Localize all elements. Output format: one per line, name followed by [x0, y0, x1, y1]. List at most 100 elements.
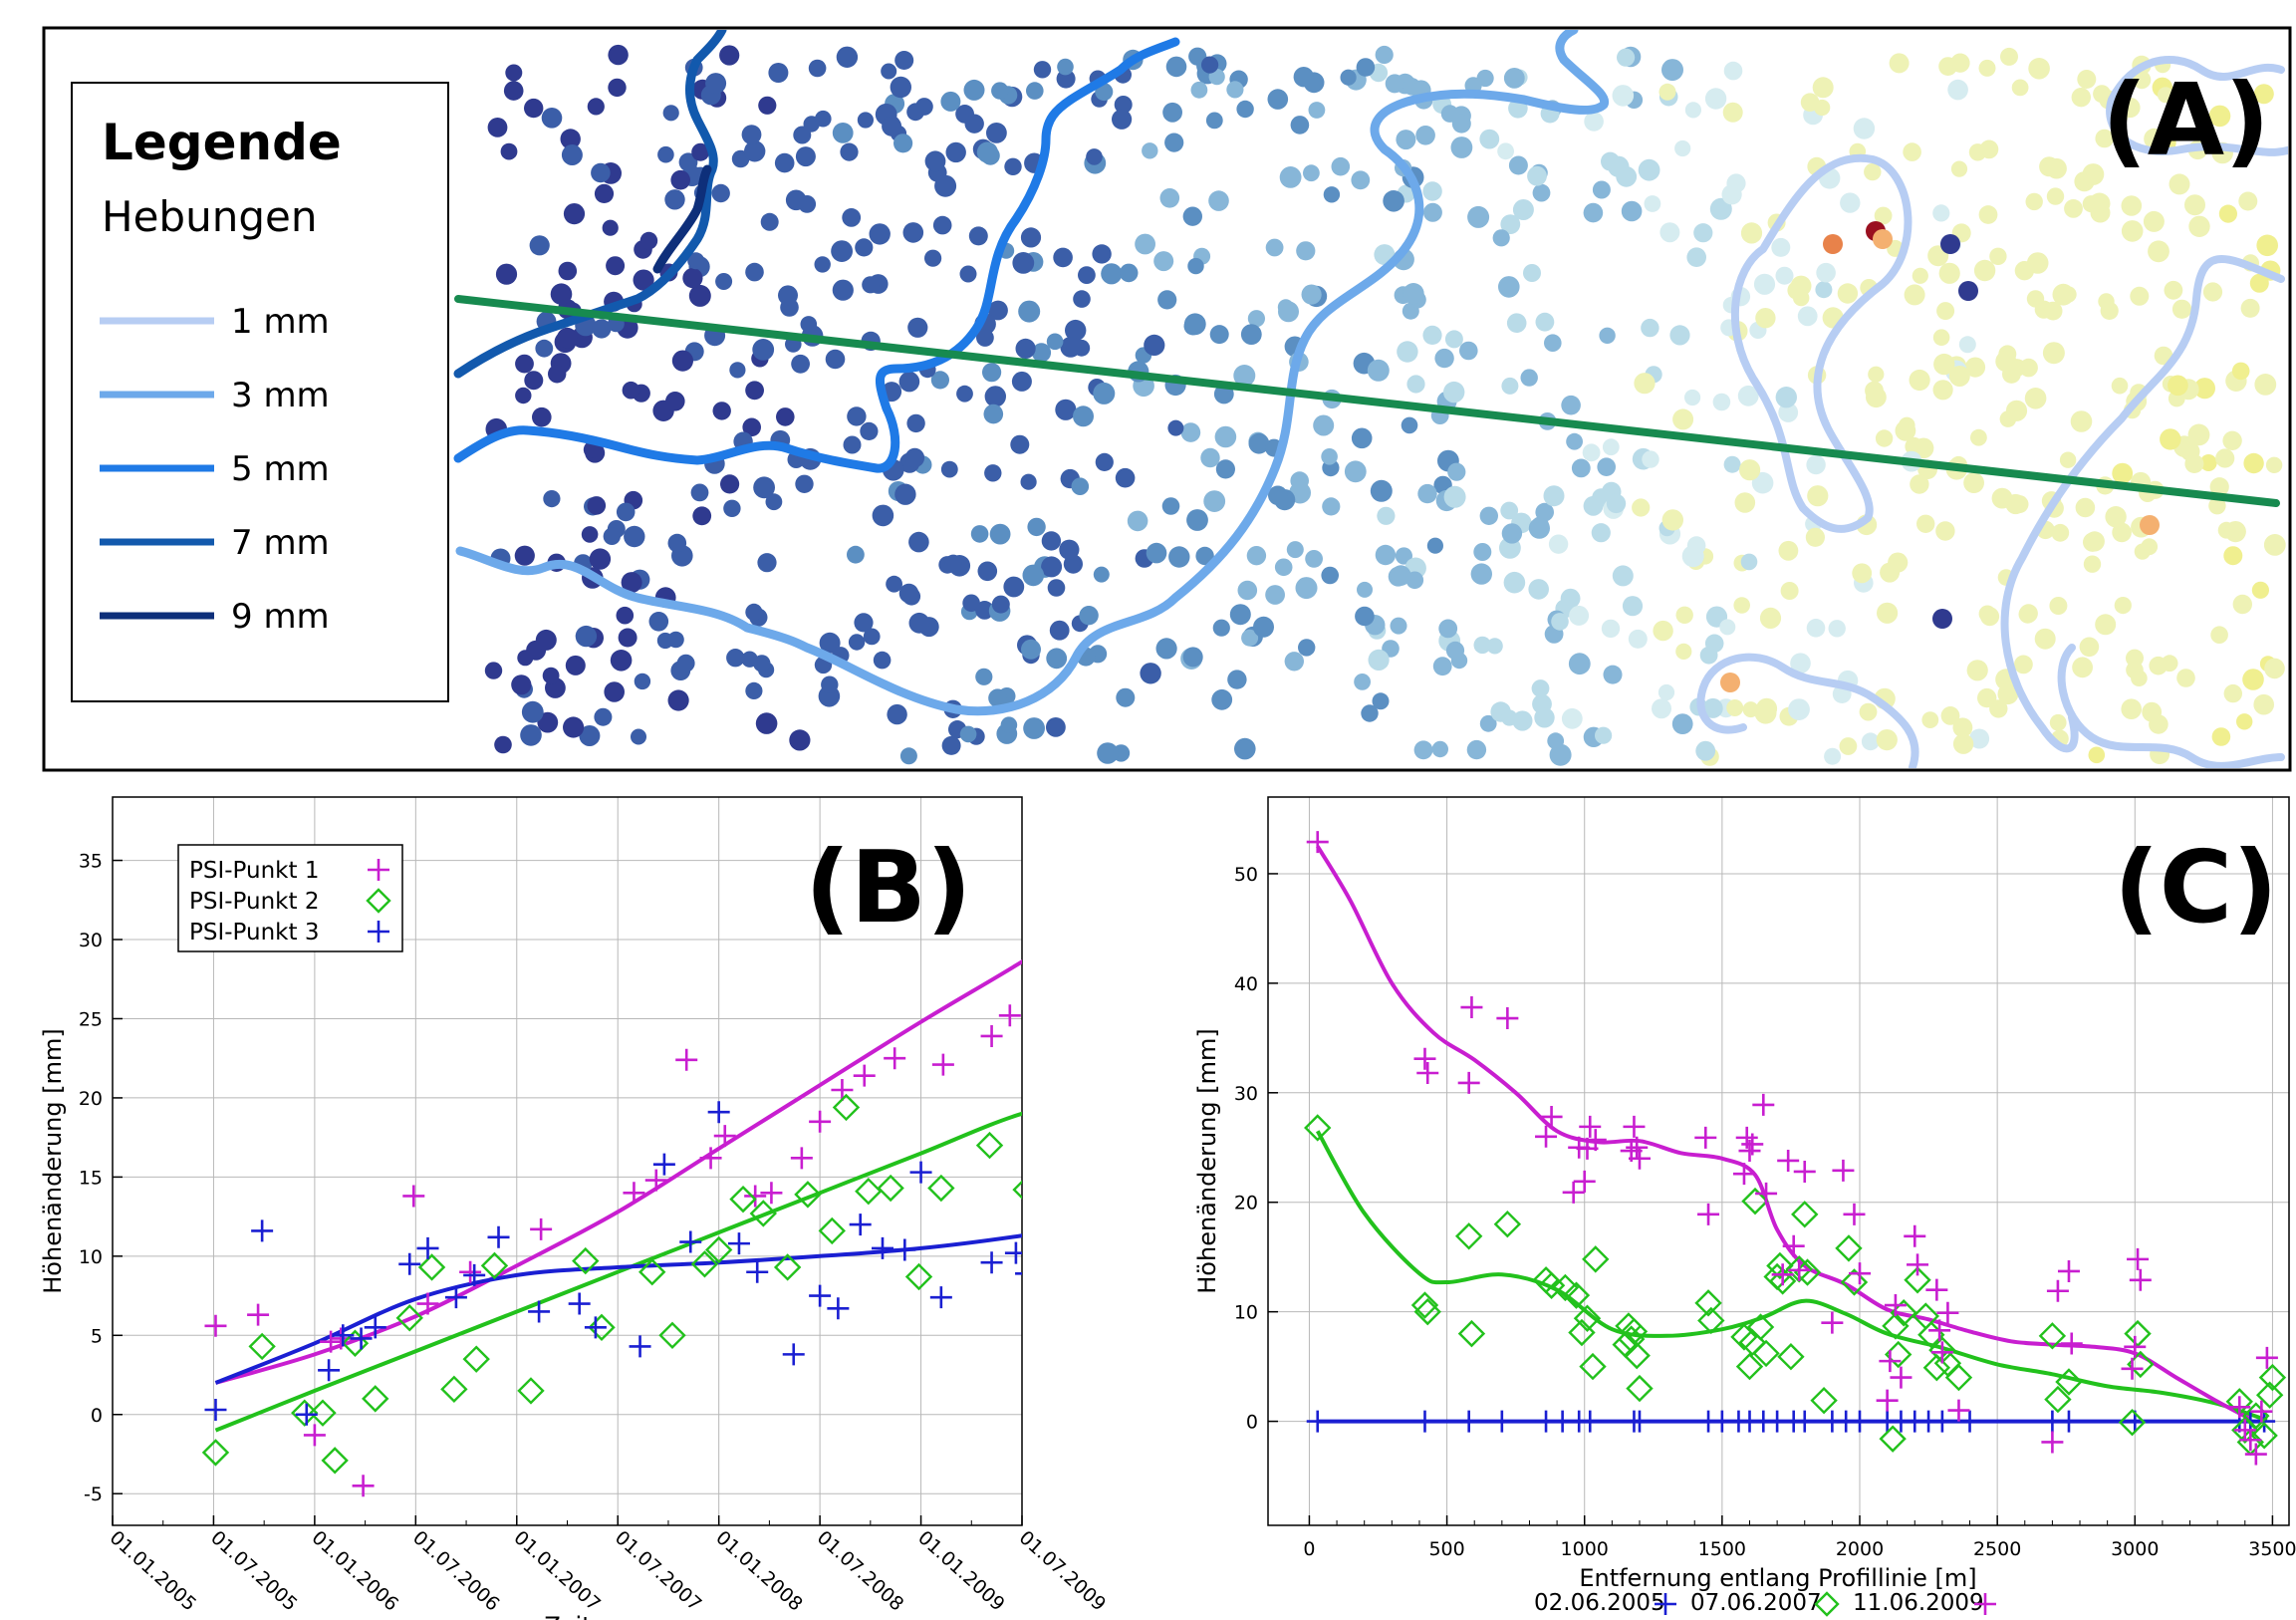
data-point	[1944, 1363, 1973, 1392]
psi-point	[1909, 369, 1930, 392]
psi-point	[1146, 542, 1167, 564]
psi-point	[1012, 252, 1035, 274]
tick-label-x: 2500	[1973, 1538, 2021, 1560]
psi-point	[1305, 550, 1323, 568]
psi-point	[1033, 61, 1052, 79]
data-point	[480, 1251, 509, 1280]
psi-point	[1055, 399, 1077, 420]
psi-point	[1486, 638, 1503, 655]
data-point	[1082, 1248, 1104, 1270]
psi-point	[2222, 430, 2242, 450]
psi-point	[1162, 102, 1182, 123]
data-point	[679, 1230, 702, 1253]
data-point	[2046, 1279, 2069, 1302]
psi-point	[1253, 616, 1274, 638]
psi-point	[487, 118, 508, 137]
psi-point	[1628, 629, 1648, 649]
psi-point	[2199, 454, 2217, 471]
contour-5mm	[453, 37, 1180, 473]
psi-point	[1733, 597, 1750, 614]
psi-point	[1227, 670, 1247, 689]
psi-point	[847, 545, 865, 564]
psi-point	[2224, 521, 2246, 543]
psi-point	[1864, 162, 1882, 181]
psi-point	[2024, 388, 2047, 409]
psi-point	[1370, 479, 1393, 502]
psi-point	[1211, 688, 1233, 710]
psi-point	[2171, 299, 2192, 319]
psi-point	[1321, 566, 1339, 585]
psi-point	[1473, 636, 1491, 655]
psi-point	[2059, 451, 2077, 468]
psi-point	[970, 525, 989, 543]
psi-point	[1413, 740, 1433, 760]
data-point	[1925, 1278, 1948, 1301]
data-point	[1031, 913, 1053, 935]
psi-point	[1503, 571, 1526, 594]
data-point	[675, 1048, 698, 1071]
data-point	[1540, 1105, 1563, 1128]
psi-point	[1950, 160, 1968, 177]
psi-point	[2133, 71, 2152, 90]
data-point	[1004, 1241, 1022, 1264]
psi-point	[1097, 742, 1119, 764]
psi-point	[2176, 669, 2195, 687]
psi-point	[1056, 69, 1076, 89]
psi-point	[1571, 458, 1591, 478]
data-point	[760, 1182, 783, 1205]
psi-point	[1234, 737, 1256, 760]
data-point	[364, 1316, 386, 1339]
data-point	[1562, 1281, 1591, 1309]
psi-point	[1046, 333, 1064, 351]
psi-point	[2083, 555, 2102, 573]
data-point	[320, 1330, 343, 1353]
data-point	[398, 1252, 421, 1275]
psi-point	[723, 499, 741, 517]
psi-point	[1686, 536, 1706, 555]
psi-point	[1417, 483, 1437, 504]
psi-point	[745, 381, 764, 401]
psi-point	[1806, 454, 1826, 475]
psi-point	[594, 707, 613, 726]
data-point	[1879, 1350, 1902, 1373]
data-point	[1890, 1366, 1913, 1389]
psi-point	[1144, 334, 1165, 356]
psi-point	[1932, 204, 1950, 222]
psi-point	[1973, 259, 1996, 282]
profile-line	[454, 295, 2280, 507]
psi-point	[563, 716, 585, 738]
data-point	[1793, 1410, 1816, 1433]
psi-point	[1592, 180, 1611, 199]
data-point	[1620, 1317, 1649, 1346]
psi-point	[963, 79, 985, 101]
data-point	[998, 1004, 1021, 1027]
psi-point	[648, 612, 669, 632]
psi-point	[791, 354, 810, 374]
psi-point	[618, 628, 638, 648]
psi-point	[2223, 546, 2243, 566]
tick-label-x: 2000	[1836, 1538, 1884, 1560]
psi-point	[505, 64, 523, 82]
data-point	[1694, 1289, 1722, 1317]
psi-point	[1015, 338, 1036, 359]
psi-point	[908, 531, 929, 553]
psi-point	[881, 63, 897, 80]
data-point	[350, 1327, 373, 1350]
data-point	[1304, 1114, 1332, 1142]
psi-point	[1839, 737, 1858, 755]
psi-point	[529, 235, 550, 256]
psi-point	[1431, 740, 1449, 758]
data-point	[727, 1232, 750, 1255]
data-point	[295, 1403, 318, 1426]
psi-point	[1023, 717, 1045, 739]
psi-point	[1027, 517, 1046, 537]
psi-point	[1214, 425, 1237, 448]
psi-point	[1356, 58, 1376, 77]
data-point	[530, 1217, 553, 1240]
psi-point	[515, 354, 534, 374]
psi-point	[1812, 77, 1834, 99]
data-point	[1582, 1245, 1610, 1273]
psi-point	[1658, 83, 1676, 101]
data-point	[1835, 1234, 1863, 1262]
trend-line	[214, 1111, 1022, 1433]
